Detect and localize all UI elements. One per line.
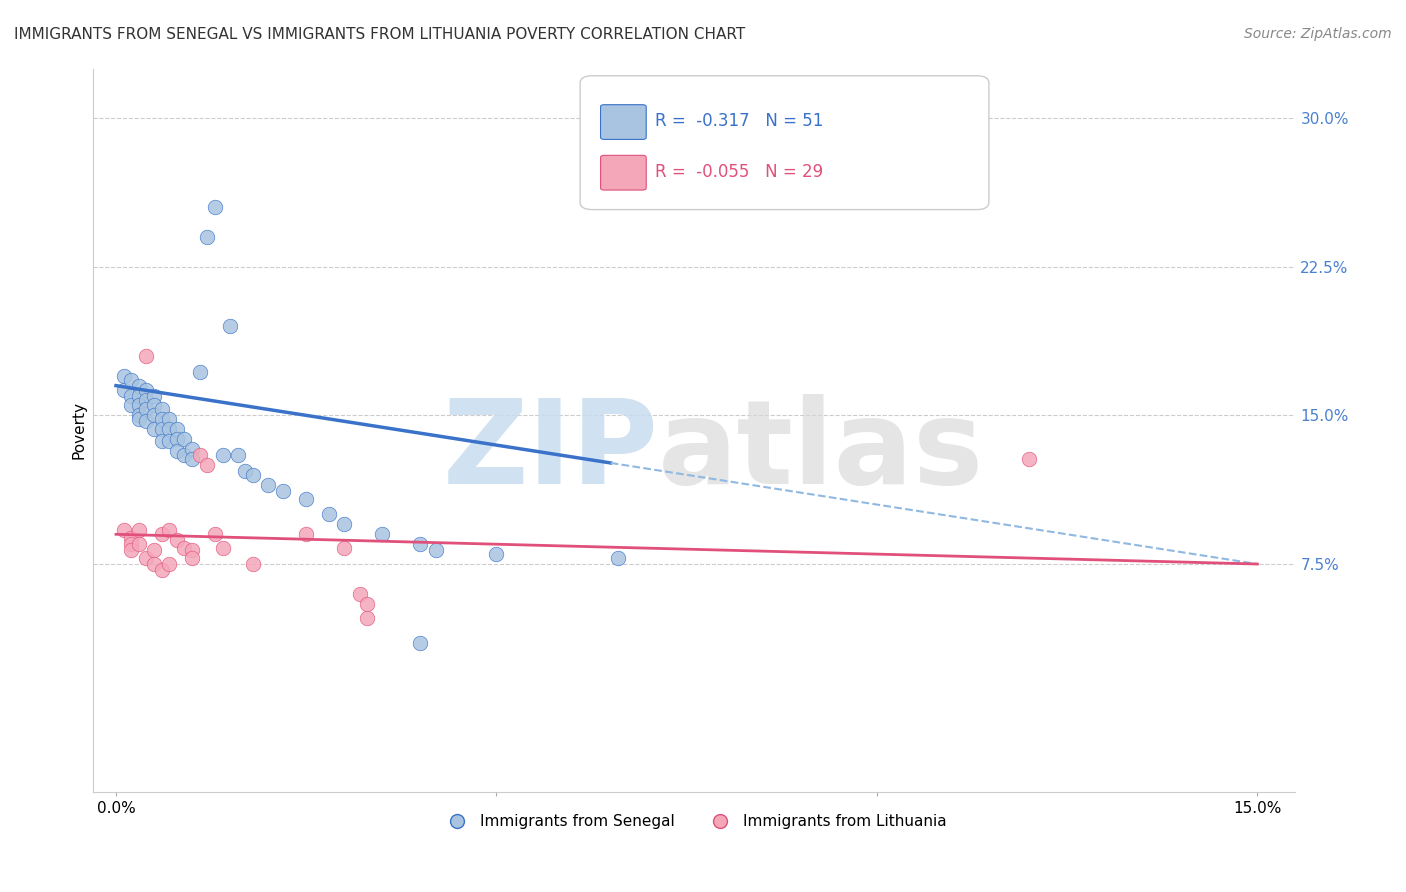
Point — [409, 636, 432, 650]
Point — [219, 319, 242, 334]
Point — [128, 524, 150, 538]
Point — [188, 365, 211, 379]
Point — [112, 368, 135, 383]
Point — [242, 557, 264, 571]
Point — [226, 448, 249, 462]
Point — [143, 409, 166, 423]
Point — [150, 563, 173, 577]
Point — [120, 373, 142, 387]
Point — [150, 434, 173, 449]
Y-axis label: Poverty: Poverty — [72, 401, 86, 459]
Point — [157, 422, 180, 436]
Point — [135, 392, 157, 407]
Point — [181, 551, 204, 566]
Point — [181, 452, 204, 467]
Point — [211, 448, 233, 462]
Point — [157, 524, 180, 538]
FancyBboxPatch shape — [600, 104, 647, 139]
Point — [135, 349, 157, 363]
Point — [128, 537, 150, 551]
Point — [295, 491, 318, 506]
Point — [371, 527, 394, 541]
Text: R =  -0.055   N = 29: R = -0.055 N = 29 — [655, 163, 823, 181]
Point — [173, 541, 195, 556]
Point — [356, 610, 378, 624]
Point — [150, 422, 173, 436]
Point — [128, 409, 150, 423]
Text: ZIP: ZIP — [443, 394, 658, 509]
Point — [128, 412, 150, 426]
Point — [485, 547, 508, 561]
Point — [128, 378, 150, 392]
Point — [242, 467, 264, 482]
Point — [157, 412, 180, 426]
Point — [166, 422, 188, 436]
Point — [143, 543, 166, 558]
Point — [333, 517, 356, 532]
Point — [425, 543, 447, 558]
Point — [120, 537, 142, 551]
Point — [135, 551, 157, 566]
Point — [181, 442, 204, 456]
Point — [150, 412, 173, 426]
Point — [195, 230, 218, 244]
Point — [188, 448, 211, 462]
Point — [356, 597, 378, 611]
Point — [273, 483, 295, 498]
Point — [166, 444, 188, 458]
Point — [120, 531, 142, 545]
Point — [607, 551, 630, 566]
Point — [295, 527, 318, 541]
Point — [181, 543, 204, 558]
Point — [318, 508, 340, 522]
Point — [143, 557, 166, 571]
Point — [143, 422, 166, 436]
Point — [204, 200, 226, 214]
Point — [112, 524, 135, 538]
Point — [135, 383, 157, 397]
Point — [195, 458, 218, 472]
Point — [257, 477, 280, 491]
Point — [143, 399, 166, 413]
Point — [128, 388, 150, 402]
Text: Source: ZipAtlas.com: Source: ZipAtlas.com — [1244, 27, 1392, 41]
Point — [120, 399, 142, 413]
Point — [157, 434, 180, 449]
Point — [112, 383, 135, 397]
Legend: Immigrants from Senegal, Immigrants from Lithuania: Immigrants from Senegal, Immigrants from… — [436, 808, 953, 835]
Point — [135, 402, 157, 417]
Text: atlas: atlas — [658, 394, 984, 509]
Point — [204, 527, 226, 541]
Text: R =  -0.317   N = 51: R = -0.317 N = 51 — [655, 112, 823, 130]
Point — [157, 557, 180, 571]
Point — [128, 399, 150, 413]
Point — [333, 541, 356, 556]
Point — [150, 402, 173, 417]
Point — [211, 541, 233, 556]
Point — [150, 527, 173, 541]
Point — [349, 587, 371, 601]
Point — [1018, 452, 1040, 467]
Point — [120, 543, 142, 558]
Point — [166, 533, 188, 548]
Point — [120, 388, 142, 402]
Point — [166, 432, 188, 446]
Point — [135, 414, 157, 428]
Point — [143, 388, 166, 402]
Point — [235, 464, 257, 478]
FancyBboxPatch shape — [600, 155, 647, 190]
Text: IMMIGRANTS FROM SENEGAL VS IMMIGRANTS FROM LITHUANIA POVERTY CORRELATION CHART: IMMIGRANTS FROM SENEGAL VS IMMIGRANTS FR… — [14, 27, 745, 42]
Point — [173, 432, 195, 446]
FancyBboxPatch shape — [581, 76, 988, 210]
Point — [409, 537, 432, 551]
Point — [173, 448, 195, 462]
